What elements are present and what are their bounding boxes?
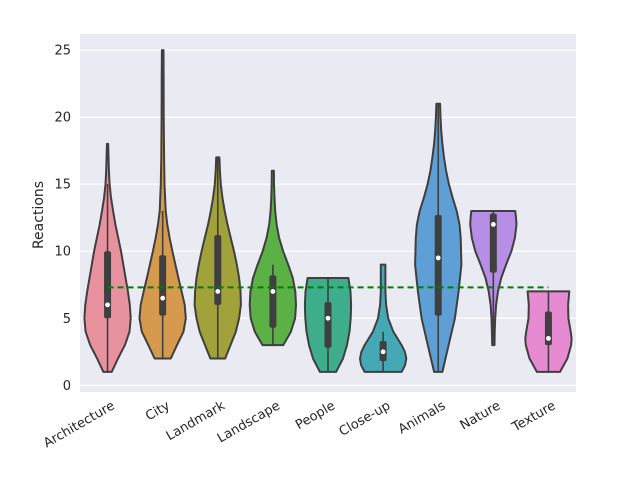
violin-architecture (83, 142, 132, 373)
x-tick-label-landscape: Landscape (215, 398, 283, 446)
violin-median-dot (215, 289, 221, 294)
violin-iqr-box (489, 213, 497, 273)
violin-median-dot (490, 221, 496, 227)
violin-median-dot (105, 302, 110, 308)
violin-median-dot (380, 349, 386, 355)
violin-median-dot (270, 289, 276, 294)
violin-texture (524, 290, 573, 373)
violin-animals (414, 102, 463, 373)
x-tick-label-nature: Nature (458, 398, 504, 433)
violin-nature (469, 210, 518, 347)
violin-close-up (359, 263, 408, 373)
x-tick-label-texture: Texture (509, 398, 559, 435)
x-tick-label-people: People (293, 398, 338, 433)
x-tick-label-close-up: Close-up (337, 398, 394, 439)
x-tick-label-city: City (143, 398, 173, 424)
violin-iqr-box (269, 275, 277, 328)
y-tick-label: 10 (54, 245, 71, 260)
y-tick-label: 0 (63, 379, 71, 394)
y-tick-labels: 0 5 10 15 20 25 (54, 44, 71, 394)
y-tick-label: 25 (54, 44, 71, 59)
violin-landscape (248, 169, 297, 347)
y-axis-label: Reactions (31, 181, 47, 249)
violin-people (303, 277, 353, 373)
violin-iqr-box (104, 251, 112, 319)
x-tick-label-animals: Animals (396, 398, 449, 437)
violin-median-dot (546, 335, 551, 341)
y-tick-label: 20 (54, 111, 71, 126)
y-tick-label: 15 (54, 178, 71, 193)
x-tick-label-architecture: Architecture (41, 398, 117, 451)
violin-iqr-box (159, 255, 167, 316)
violin-body (138, 49, 187, 360)
violin-iqr-box (214, 235, 222, 305)
violin-median-dot (435, 255, 441, 261)
violin-body (248, 169, 297, 347)
violin-iqr-box (544, 311, 552, 346)
violin-median-dot (160, 295, 166, 301)
violin-city (138, 49, 187, 360)
violin-iqr-box (434, 215, 442, 316)
y-tick-label: 5 (63, 312, 71, 327)
violin-median-dot (325, 315, 331, 321)
violin-body (359, 263, 408, 373)
violin-iqr-box (324, 302, 332, 348)
